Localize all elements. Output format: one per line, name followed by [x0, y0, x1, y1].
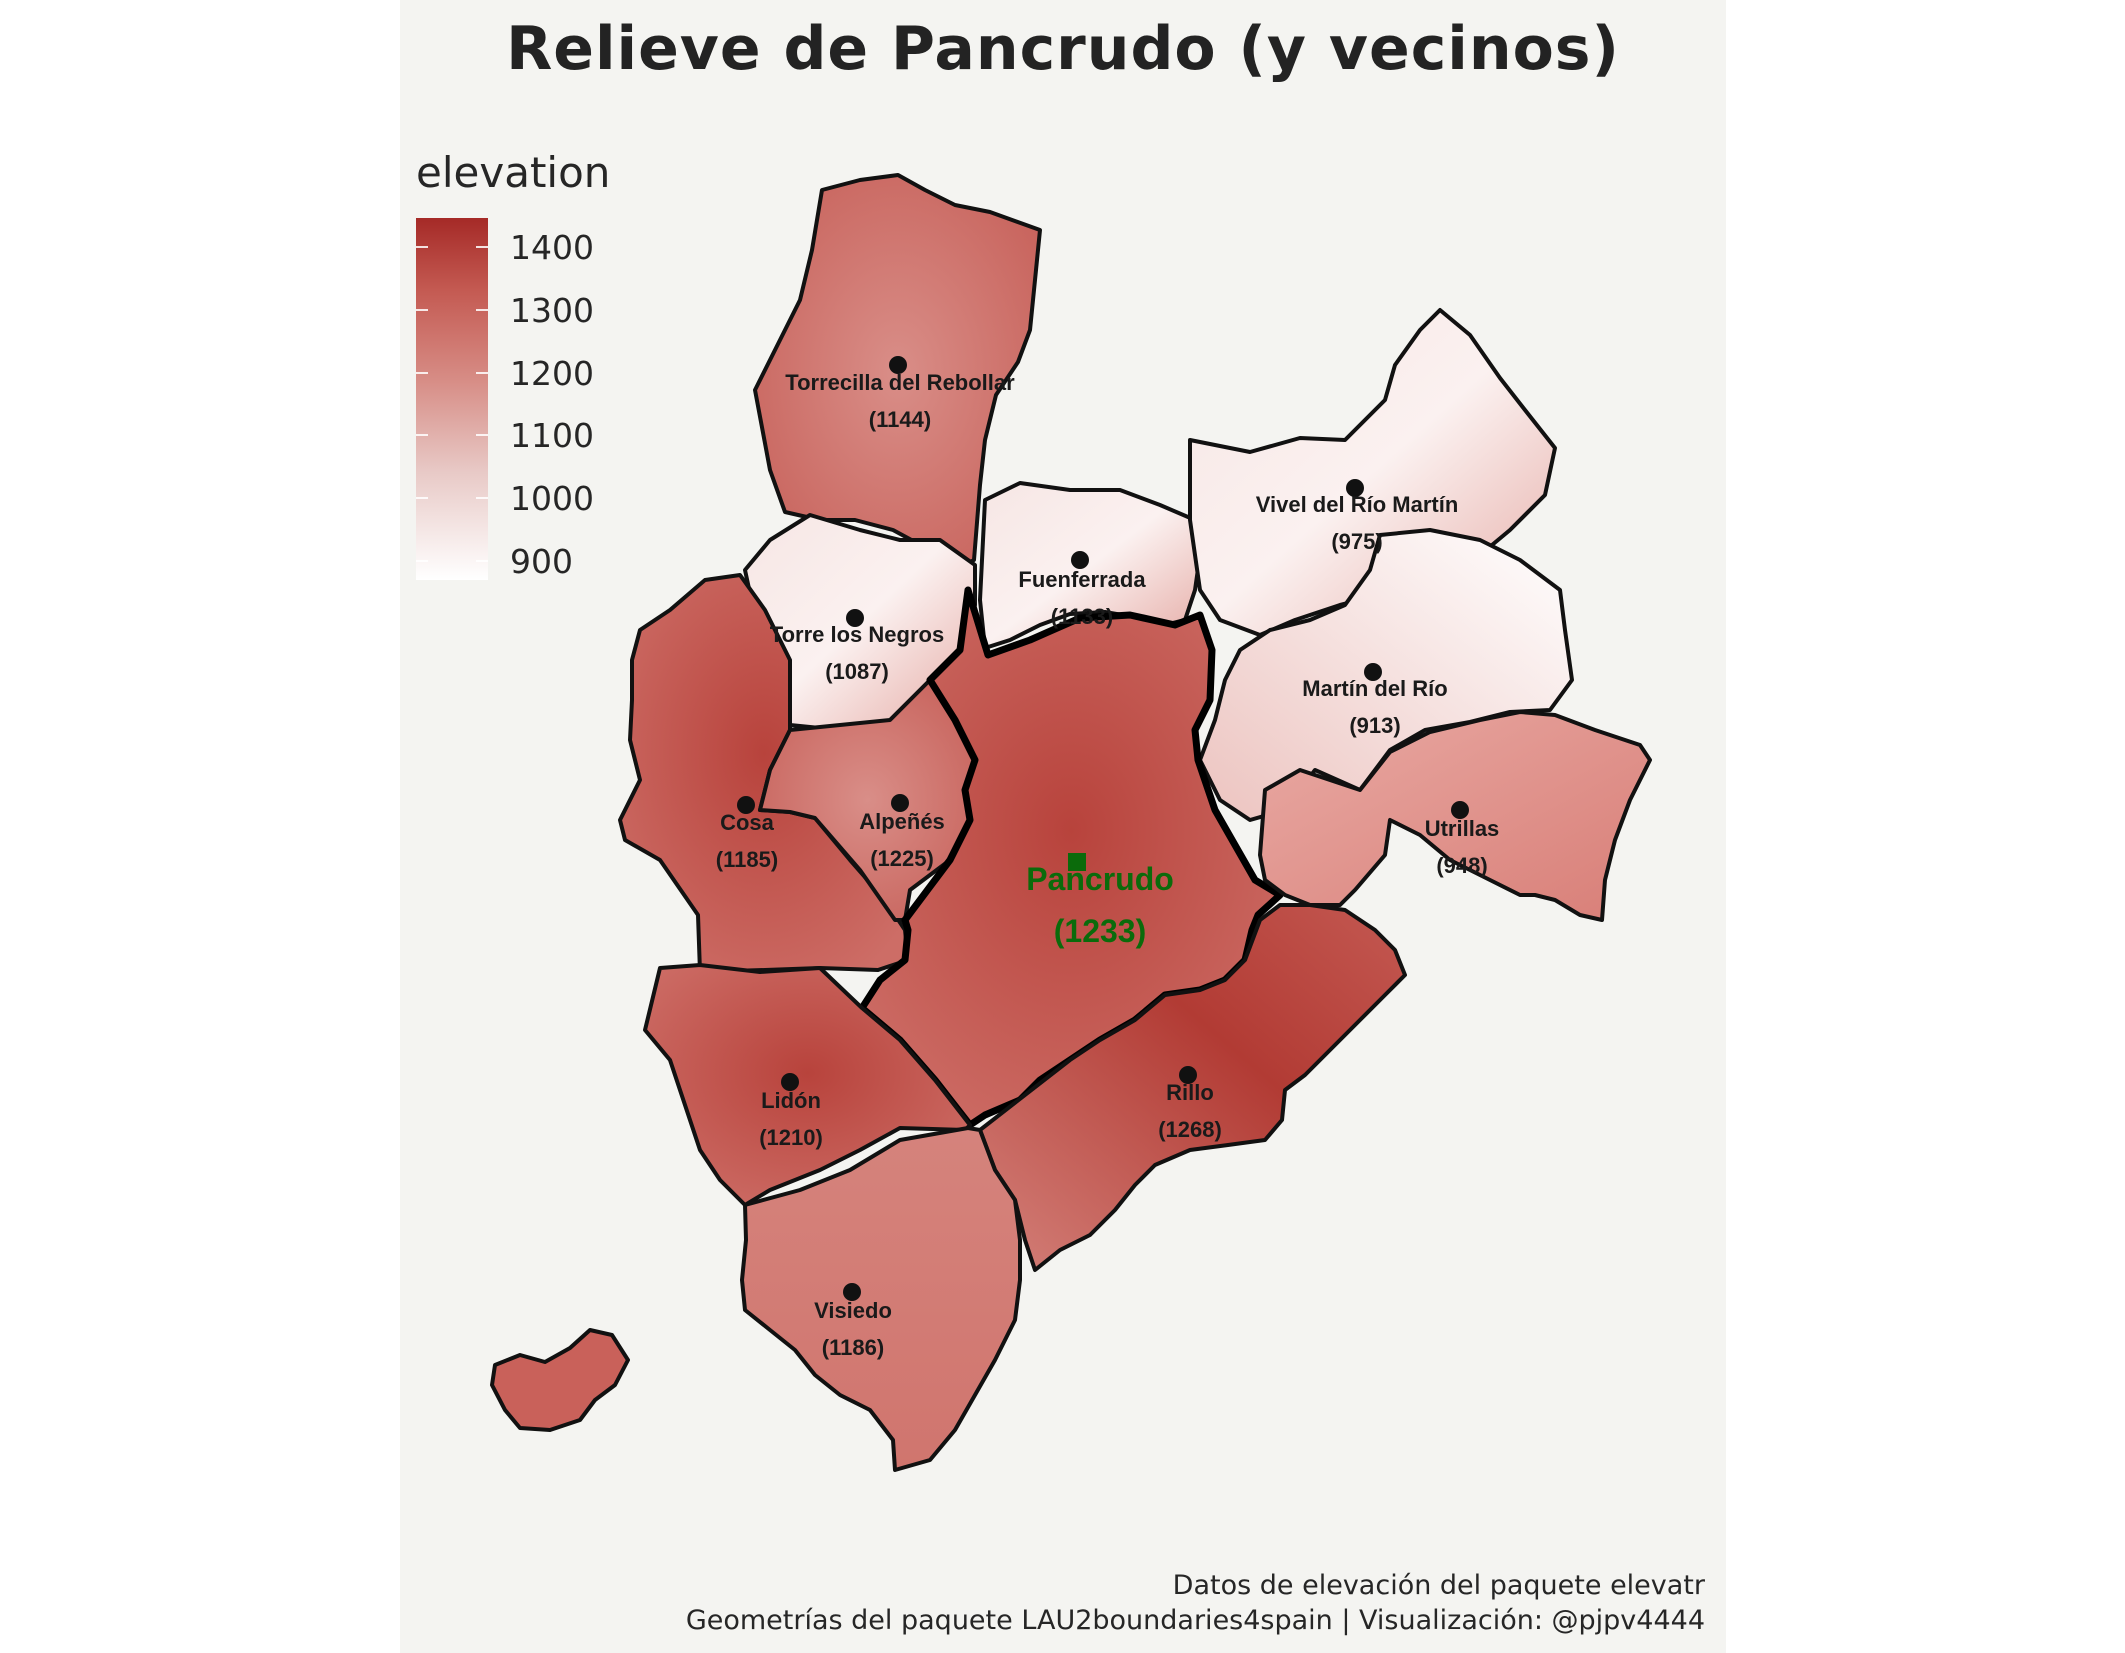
label-cosa: Cosa — [720, 810, 775, 835]
marker-torre-los-negros — [846, 609, 864, 627]
marker-rillo — [1179, 1066, 1197, 1084]
label-utrillas: Utrillas — [1425, 816, 1500, 841]
municipality-cosa — [618, 573, 910, 974]
municipality-rillo — [978, 903, 1407, 1272]
marker-torrecilla-del-rebollar — [889, 356, 907, 374]
legend-label-1000: 1000 — [510, 479, 594, 518]
legend-tick — [416, 246, 428, 248]
marker-cosa — [737, 796, 755, 814]
legend-tick — [476, 434, 488, 436]
municipality-martin-del-rio — [1198, 528, 1574, 822]
marker-martin-del-rio — [1364, 663, 1382, 681]
municipality-visiedo — [740, 1126, 1022, 1472]
label-torrecilla-del-rebollar: Torrecilla del Rebollar — [785, 370, 1015, 395]
municipality-alpenes — [758, 678, 977, 922]
caption-line-1: Datos de elevación del paquete elevatr — [1172, 1570, 1705, 1601]
elevation-lidon: (1210) — [759, 1125, 823, 1150]
marker-alpenes — [891, 794, 909, 812]
legend-tick — [416, 560, 428, 562]
map-title: Relieve de Pancrudo (y vecinos) — [506, 14, 1620, 84]
legend-tick — [416, 497, 428, 499]
elevation-fuenferrada: (1133) — [1051, 604, 1113, 629]
elevation-cosa: (1185) — [716, 847, 778, 872]
label-pancrudo: Pancrudo — [1026, 861, 1174, 897]
label-visiedo: Visiedo — [814, 1298, 892, 1323]
caption-line-2: Geometrías del paquete LAU2boundaries4sp… — [685, 1605, 1705, 1636]
elevation-visiedo: (1186) — [822, 1335, 884, 1360]
legend-colorbar — [416, 218, 488, 580]
elevation-torre-los-negros: (1087) — [825, 659, 889, 684]
exclave — [490, 1328, 630, 1432]
municipality-lidon — [643, 963, 972, 1207]
legend-tick — [476, 372, 488, 374]
legend-tick — [416, 372, 428, 374]
marker-lidon — [781, 1073, 799, 1091]
caption: Datos de elevación del paquete elevatr G… — [686, 1568, 1705, 1638]
legend-label-1400: 1400 — [510, 228, 594, 267]
elevation-vivel-del-rio-martin: (975) — [1331, 529, 1382, 554]
elevation-torrecilla-del-rebollar: (1144) — [869, 407, 931, 432]
elevation-utrillas: (948) — [1436, 853, 1487, 878]
elevation-rillo: (1268) — [1158, 1117, 1222, 1142]
label-fuenferrada: Fuenferrada — [1018, 567, 1146, 592]
legend-label-900: 900 — [510, 542, 573, 581]
marker-utrillas — [1451, 801, 1469, 819]
label-torre-los-negros: Torre los Negros — [770, 622, 944, 647]
legend-tick — [476, 246, 488, 248]
marker-fuenferrada — [1071, 551, 1089, 569]
label-vivel-del-rio-martin: Vivel del Río Martín — [1256, 492, 1459, 517]
marker-visiedo — [843, 1283, 861, 1301]
label-rillo: Rillo — [1166, 1080, 1214, 1105]
elevation-pancrudo: (1233) — [1054, 913, 1147, 949]
elevation-alpenes: (1225) — [870, 846, 934, 871]
legend-label-1100: 1100 — [510, 416, 594, 455]
label-martin-del-rio: Martín del Río — [1302, 676, 1447, 701]
legend-label-1300: 1300 — [510, 291, 594, 330]
label-lidon: Lidón — [761, 1088, 821, 1113]
legend-label-1200: 1200 — [510, 354, 594, 393]
legend-title: elevation — [416, 148, 611, 197]
legend-tick — [476, 560, 488, 562]
legend-tick — [476, 309, 488, 311]
legend-tick — [476, 497, 488, 499]
marker-vivel-del-rio-martin — [1346, 479, 1364, 497]
elevation-martin-del-rio: (913) — [1349, 713, 1400, 738]
legend-tick — [416, 434, 428, 436]
legend-tick — [416, 309, 428, 311]
marker-pancrudo — [1068, 853, 1086, 871]
label-alpenes: Alpeñés — [859, 809, 945, 834]
